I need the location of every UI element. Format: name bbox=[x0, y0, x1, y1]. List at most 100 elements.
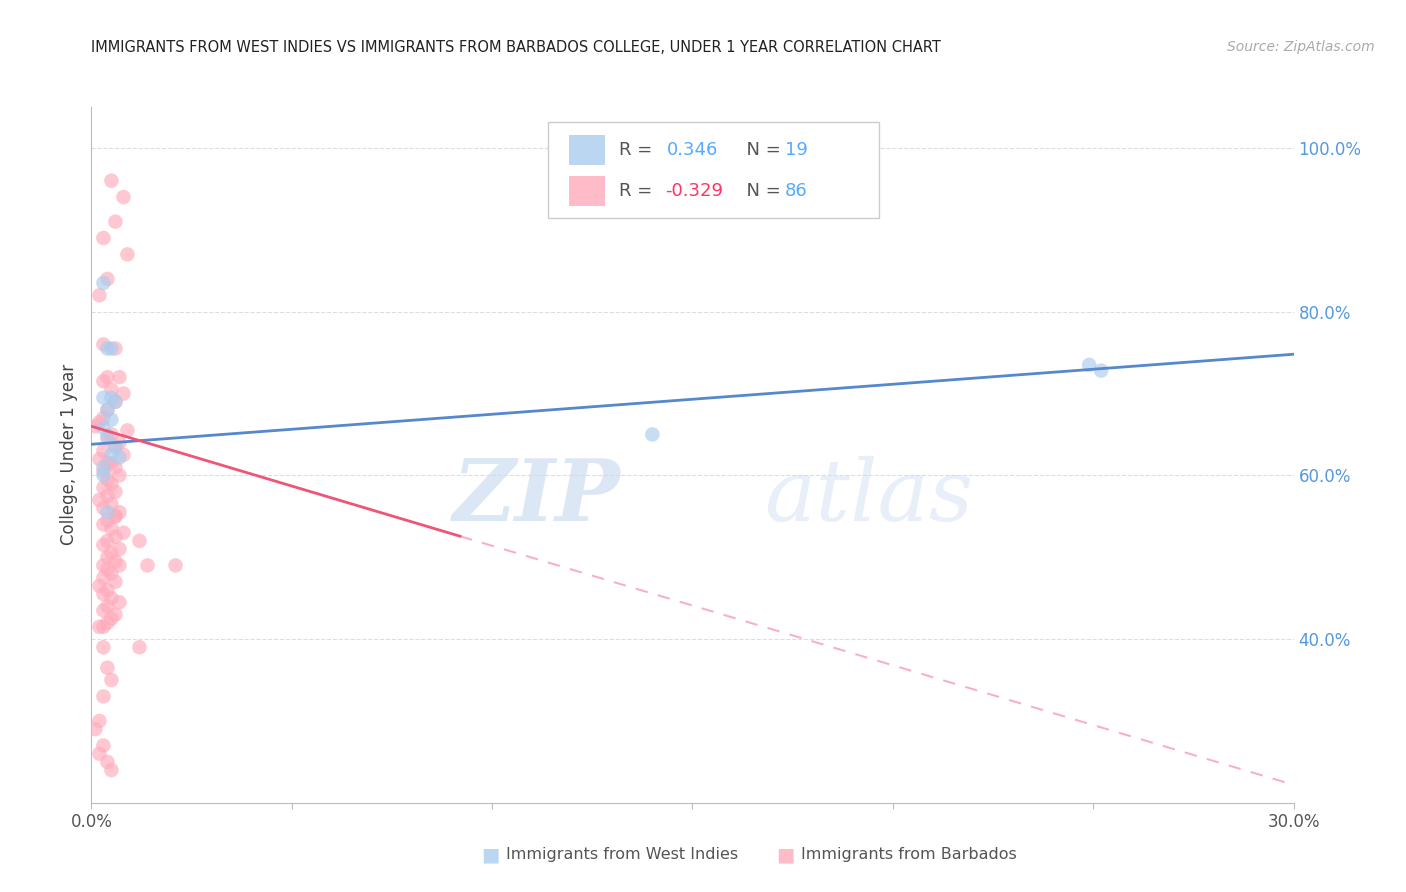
Point bbox=[112, 190, 135, 204]
Y-axis label: College, Under 1 year: College, Under 1 year bbox=[59, 364, 77, 546]
Point bbox=[108, 505, 131, 519]
Point bbox=[104, 554, 127, 568]
Point bbox=[108, 595, 131, 609]
Point bbox=[89, 452, 111, 467]
Point bbox=[104, 440, 127, 454]
Text: atlas: atlas bbox=[765, 455, 974, 538]
Point bbox=[96, 473, 118, 487]
Point bbox=[100, 448, 122, 462]
Point bbox=[100, 427, 122, 442]
Point bbox=[108, 435, 131, 450]
Point bbox=[93, 391, 115, 405]
Point bbox=[100, 391, 122, 405]
Point bbox=[100, 673, 122, 687]
Text: R =: R = bbox=[619, 182, 658, 200]
Point bbox=[96, 342, 118, 356]
Text: IMMIGRANTS FROM WEST INDIES VS IMMIGRANTS FROM BARBADOS COLLEGE, UNDER 1 YEAR CO: IMMIGRANTS FROM WEST INDIES VS IMMIGRANT… bbox=[91, 40, 941, 55]
Point bbox=[96, 562, 118, 576]
Point bbox=[128, 533, 150, 548]
Point bbox=[96, 403, 118, 417]
Point bbox=[93, 460, 115, 475]
Point bbox=[96, 755, 118, 769]
Point bbox=[104, 509, 127, 524]
Point bbox=[93, 739, 115, 753]
Point bbox=[96, 272, 118, 286]
Point bbox=[108, 558, 131, 573]
Point bbox=[84, 722, 107, 736]
Point bbox=[112, 448, 135, 462]
Point bbox=[136, 558, 159, 573]
Point bbox=[96, 370, 118, 384]
Point bbox=[93, 603, 115, 617]
Point bbox=[89, 415, 111, 429]
Point bbox=[84, 419, 107, 434]
Point bbox=[100, 413, 122, 427]
Point bbox=[100, 456, 122, 470]
Point bbox=[93, 587, 115, 601]
Point bbox=[108, 370, 131, 384]
Point bbox=[96, 582, 118, 597]
Point bbox=[93, 501, 115, 516]
Point bbox=[93, 571, 115, 585]
Point bbox=[89, 288, 111, 302]
FancyBboxPatch shape bbox=[568, 176, 605, 206]
Point bbox=[93, 421, 115, 435]
Point bbox=[93, 276, 115, 290]
Point bbox=[100, 497, 122, 511]
Text: Source: ZipAtlas.com: Source: ZipAtlas.com bbox=[1227, 40, 1375, 54]
Point bbox=[96, 429, 118, 443]
Point bbox=[104, 484, 127, 499]
FancyBboxPatch shape bbox=[548, 122, 879, 219]
Text: R =: R = bbox=[619, 141, 664, 159]
Text: ■: ■ bbox=[481, 845, 499, 864]
Point bbox=[96, 489, 118, 503]
Point bbox=[96, 432, 118, 446]
Point bbox=[93, 468, 115, 483]
Point bbox=[93, 640, 115, 655]
Point bbox=[108, 450, 131, 465]
Point bbox=[100, 522, 122, 536]
Point bbox=[96, 615, 118, 630]
Text: 19: 19 bbox=[785, 141, 808, 159]
Point bbox=[93, 443, 115, 458]
Point bbox=[117, 247, 139, 261]
Point bbox=[104, 394, 127, 409]
Point bbox=[104, 460, 127, 475]
Point bbox=[96, 661, 118, 675]
Point bbox=[96, 505, 118, 519]
Point bbox=[641, 427, 664, 442]
Point bbox=[108, 542, 131, 557]
Text: N =: N = bbox=[734, 182, 786, 200]
Point bbox=[100, 342, 122, 356]
Point bbox=[96, 403, 118, 417]
Point bbox=[100, 566, 122, 581]
Point bbox=[104, 394, 127, 409]
Point bbox=[96, 533, 118, 548]
Point bbox=[89, 579, 111, 593]
Text: ■: ■ bbox=[776, 845, 794, 864]
Point bbox=[104, 440, 127, 454]
Point bbox=[104, 342, 127, 356]
Point bbox=[117, 423, 139, 437]
FancyBboxPatch shape bbox=[568, 135, 605, 165]
Point bbox=[100, 591, 122, 606]
Point bbox=[100, 174, 122, 188]
Point bbox=[89, 714, 111, 728]
Point bbox=[100, 383, 122, 397]
Point bbox=[93, 374, 115, 388]
Text: Immigrants from Barbados: Immigrants from Barbados bbox=[801, 847, 1017, 862]
Point bbox=[1090, 363, 1112, 377]
Point bbox=[96, 550, 118, 565]
Point bbox=[165, 558, 187, 573]
Point bbox=[104, 509, 127, 524]
Text: Immigrants from West Indies: Immigrants from West Indies bbox=[506, 847, 738, 862]
Point bbox=[96, 513, 118, 527]
Point bbox=[89, 747, 111, 761]
Point bbox=[100, 763, 122, 777]
Point bbox=[93, 411, 115, 425]
Text: 86: 86 bbox=[785, 182, 808, 200]
Point bbox=[108, 468, 131, 483]
Point bbox=[104, 607, 127, 622]
Point bbox=[96, 599, 118, 614]
Point bbox=[104, 574, 127, 589]
